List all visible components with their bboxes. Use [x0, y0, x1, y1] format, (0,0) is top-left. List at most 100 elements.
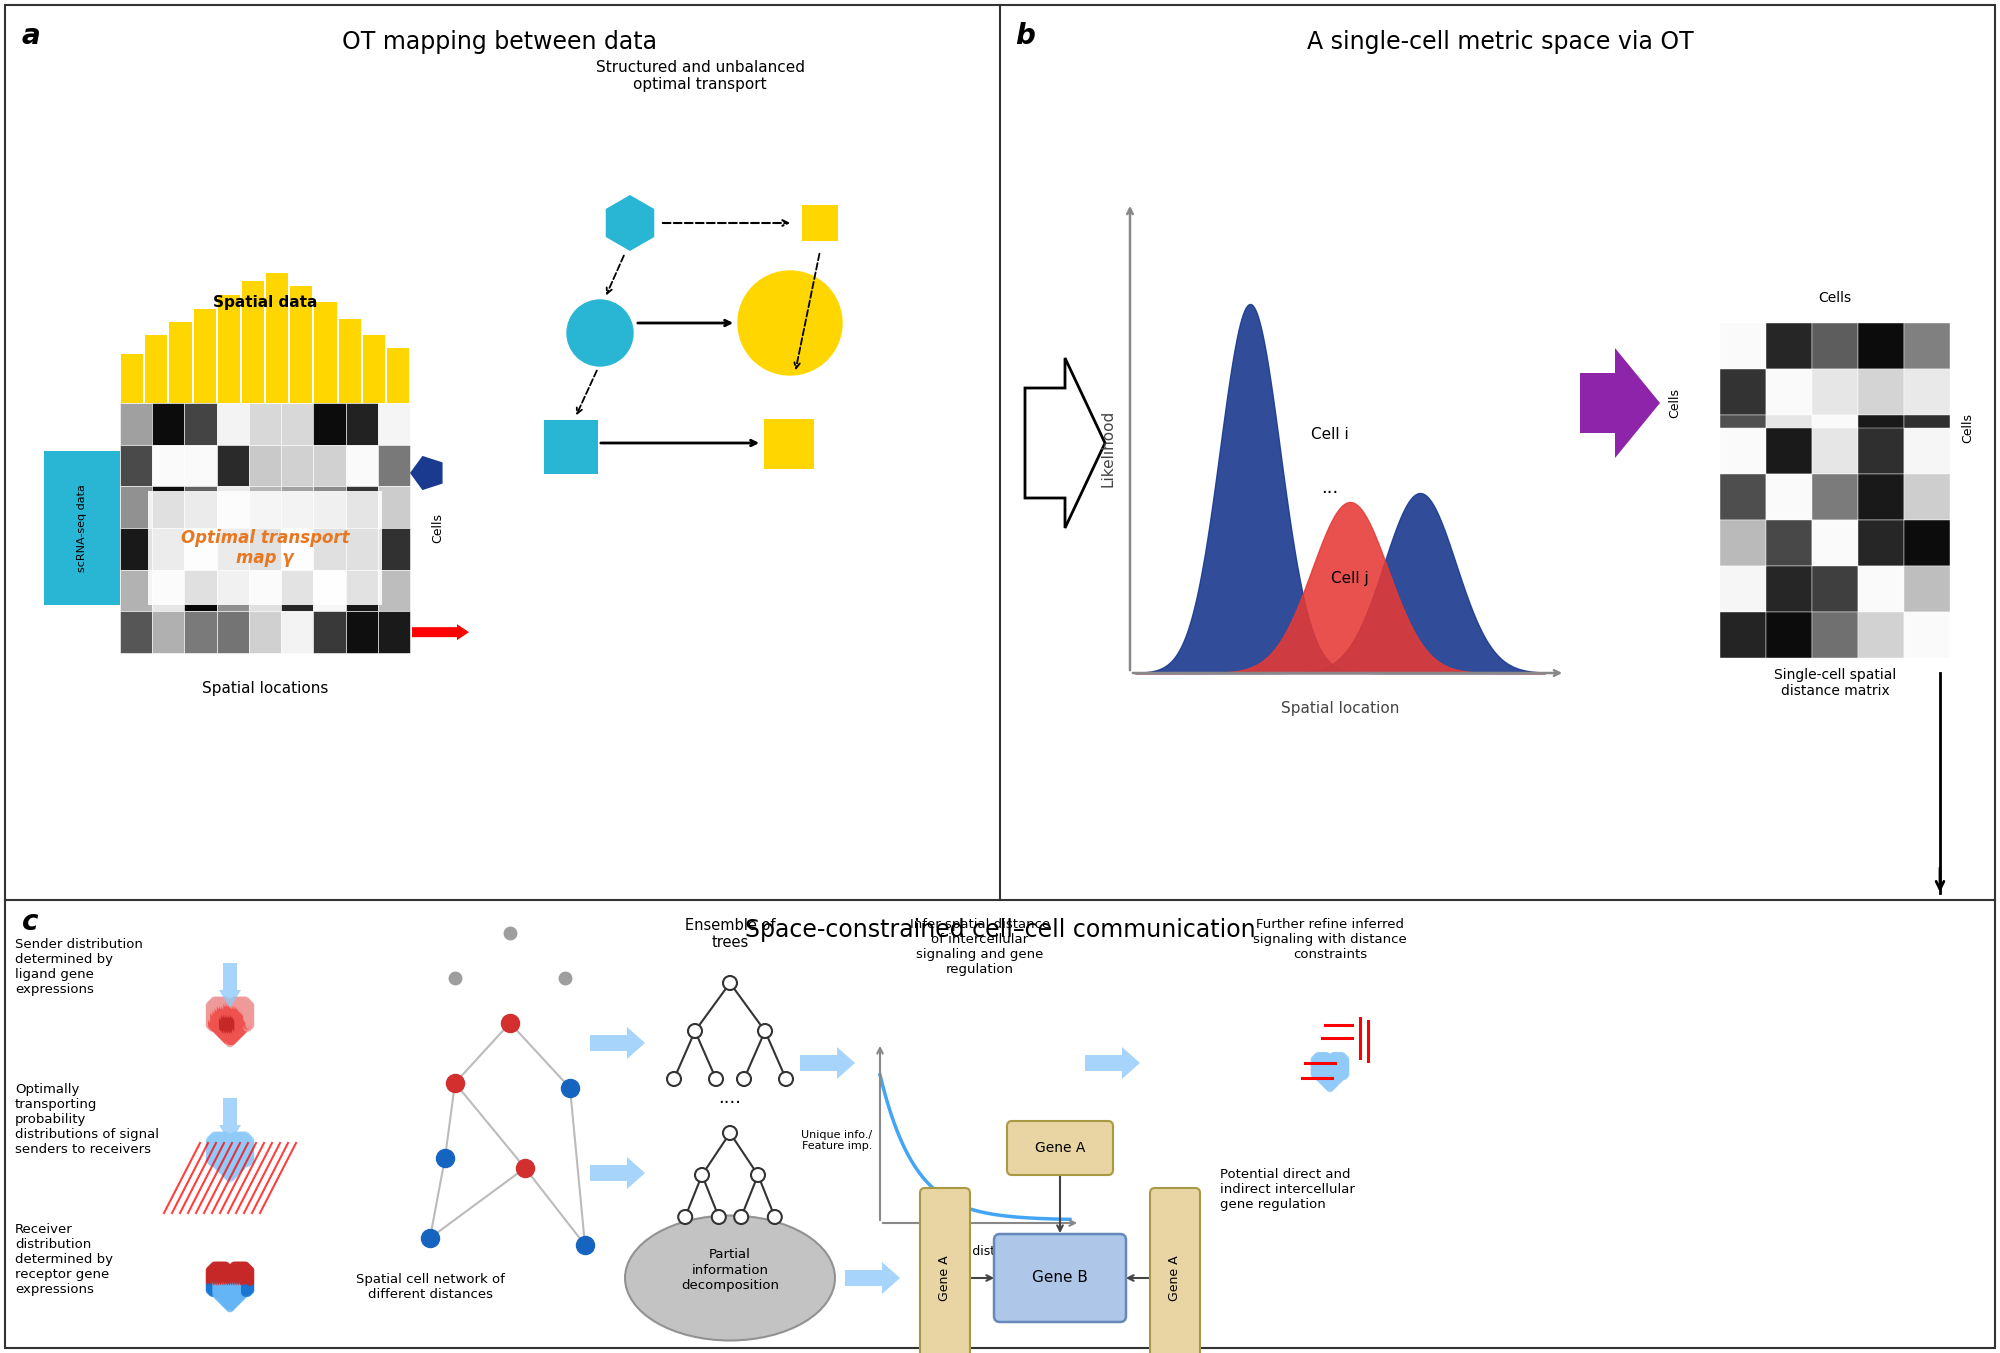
- Circle shape: [228, 1137, 236, 1145]
- Circle shape: [212, 1280, 220, 1288]
- Circle shape: [226, 1028, 234, 1035]
- Text: Structured and unbalanced
optimal transport: Structured and unbalanced optimal transp…: [596, 60, 804, 92]
- Circle shape: [206, 1276, 214, 1283]
- Circle shape: [1332, 1059, 1338, 1066]
- Circle shape: [238, 1001, 244, 1009]
- Polygon shape: [1084, 1047, 1140, 1078]
- Circle shape: [238, 997, 244, 1005]
- Circle shape: [1314, 1072, 1322, 1078]
- Circle shape: [1326, 1084, 1334, 1091]
- Circle shape: [238, 1293, 244, 1300]
- Circle shape: [1314, 1073, 1320, 1080]
- Circle shape: [232, 1277, 240, 1285]
- Circle shape: [226, 1007, 234, 1013]
- Circle shape: [240, 1026, 248, 1034]
- Circle shape: [218, 1024, 224, 1031]
- Circle shape: [244, 1011, 252, 1017]
- Circle shape: [1326, 1072, 1334, 1078]
- Bar: [1858, 507, 1904, 553]
- Circle shape: [228, 1141, 236, 1149]
- Circle shape: [1324, 1057, 1330, 1062]
- Circle shape: [1340, 1058, 1346, 1065]
- Bar: [1766, 428, 1812, 474]
- Circle shape: [226, 1287, 234, 1293]
- Circle shape: [222, 1169, 230, 1177]
- Circle shape: [212, 1287, 220, 1293]
- Circle shape: [222, 1011, 230, 1017]
- Circle shape: [220, 1000, 228, 1007]
- Circle shape: [206, 1287, 214, 1293]
- Circle shape: [224, 1147, 232, 1155]
- Bar: [282, 445, 314, 486]
- Circle shape: [240, 1008, 248, 1016]
- Circle shape: [220, 1151, 228, 1160]
- Circle shape: [224, 1028, 232, 1035]
- Circle shape: [216, 1028, 222, 1035]
- Bar: [1904, 474, 1950, 520]
- Circle shape: [222, 1283, 230, 1289]
- Circle shape: [1312, 1066, 1318, 1073]
- Circle shape: [224, 1007, 232, 1013]
- Circle shape: [226, 1012, 234, 1020]
- Bar: [1858, 369, 1904, 415]
- Circle shape: [216, 1150, 222, 1157]
- Circle shape: [1316, 1059, 1322, 1066]
- Circle shape: [216, 1266, 222, 1275]
- Circle shape: [236, 1293, 242, 1300]
- Circle shape: [238, 1280, 244, 1288]
- Circle shape: [1334, 1068, 1340, 1074]
- Text: ....: ....: [718, 1089, 742, 1107]
- Circle shape: [238, 1028, 244, 1035]
- Circle shape: [1332, 1058, 1338, 1065]
- Circle shape: [228, 1283, 236, 1289]
- Circle shape: [768, 1210, 782, 1224]
- Circle shape: [226, 1164, 234, 1170]
- Circle shape: [1328, 1061, 1334, 1068]
- Circle shape: [216, 1017, 222, 1024]
- Circle shape: [246, 1011, 254, 1017]
- Circle shape: [1322, 1057, 1328, 1062]
- Circle shape: [1326, 1074, 1334, 1081]
- Circle shape: [1328, 1058, 1334, 1065]
- Text: Optimal transport
map γ: Optimal transport map γ: [180, 529, 350, 567]
- Circle shape: [228, 1001, 236, 1009]
- Bar: [1766, 520, 1812, 566]
- Circle shape: [1324, 1054, 1330, 1061]
- Circle shape: [1326, 1074, 1332, 1081]
- Circle shape: [240, 1266, 248, 1275]
- Circle shape: [242, 1134, 250, 1142]
- Circle shape: [222, 1157, 230, 1164]
- Circle shape: [232, 1139, 240, 1146]
- Circle shape: [206, 1277, 214, 1285]
- Circle shape: [220, 1298, 228, 1306]
- Circle shape: [206, 1266, 214, 1275]
- Circle shape: [240, 1022, 248, 1030]
- Circle shape: [242, 1001, 250, 1009]
- Circle shape: [236, 1269, 242, 1276]
- Circle shape: [1322, 1074, 1328, 1081]
- Text: Cell j: Cell j: [1332, 571, 1368, 586]
- Circle shape: [232, 1151, 240, 1160]
- Circle shape: [220, 1280, 228, 1288]
- Bar: [1766, 323, 1812, 369]
- Circle shape: [1336, 1073, 1342, 1080]
- Circle shape: [216, 1158, 222, 1166]
- Circle shape: [230, 1000, 238, 1007]
- Circle shape: [1340, 1072, 1346, 1078]
- Circle shape: [224, 1030, 232, 1038]
- Circle shape: [212, 1134, 220, 1142]
- Circle shape: [236, 1015, 242, 1023]
- Circle shape: [216, 1161, 222, 1169]
- Bar: [184, 445, 216, 486]
- Circle shape: [232, 1132, 240, 1139]
- Circle shape: [228, 1011, 236, 1017]
- Circle shape: [1314, 1066, 1322, 1073]
- Circle shape: [216, 1151, 222, 1160]
- Circle shape: [208, 1157, 216, 1164]
- Circle shape: [228, 1273, 236, 1281]
- Bar: [346, 486, 378, 528]
- Circle shape: [224, 1269, 232, 1276]
- Circle shape: [216, 1291, 222, 1299]
- Bar: [1766, 474, 1812, 520]
- Circle shape: [216, 1280, 222, 1288]
